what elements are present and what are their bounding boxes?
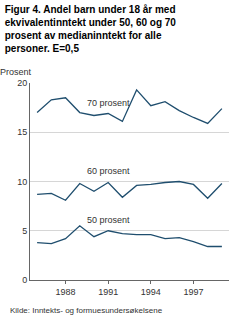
svg-text:1994: 1994 xyxy=(141,287,161,297)
svg-text:Prosent: Prosent xyxy=(0,67,32,77)
svg-text:1991: 1991 xyxy=(98,287,118,297)
svg-text:60 prosent: 60 prosent xyxy=(87,166,130,176)
svg-text:20: 20 xyxy=(17,78,27,88)
svg-text:10: 10 xyxy=(17,177,27,187)
svg-text:5: 5 xyxy=(22,226,27,236)
svg-text:1988: 1988 xyxy=(56,287,76,297)
svg-text:0: 0 xyxy=(22,275,27,285)
svg-text:70 prosent: 70 prosent xyxy=(87,98,130,108)
svg-text:15: 15 xyxy=(17,127,27,137)
svg-text:1997: 1997 xyxy=(183,287,203,297)
svg-text:Kilde: Inntekts- og formuesund: Kilde: Inntekts- og formuesundersøkelsen… xyxy=(10,306,163,315)
svg-text:50 prosent: 50 prosent xyxy=(87,215,130,225)
svg-text:Figur 4. Andel barn under 18 å: Figur 4. Andel barn under 18 år medekviv… xyxy=(5,4,177,54)
